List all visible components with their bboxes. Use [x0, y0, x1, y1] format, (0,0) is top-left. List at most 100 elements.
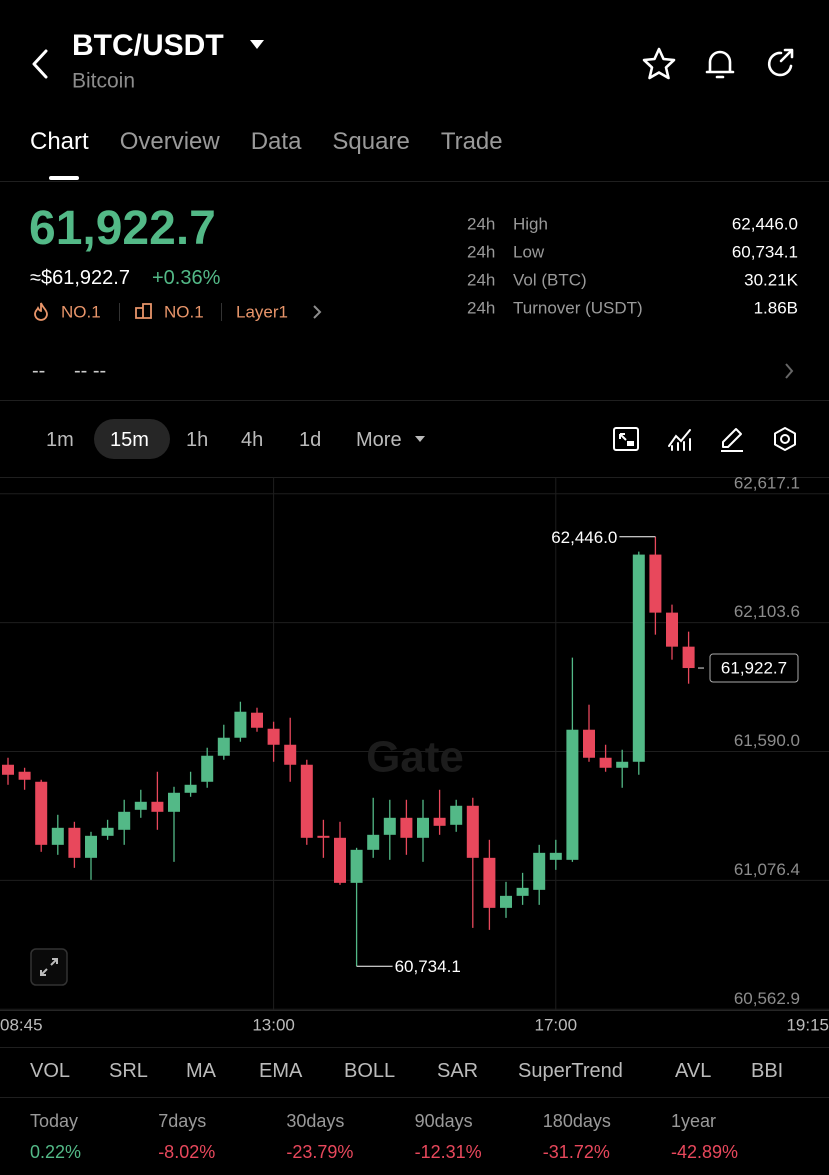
settings-icon[interactable]: [771, 425, 799, 453]
y-tick-label: 61,076.4: [734, 860, 800, 879]
interval[interactable]: 1h: [186, 429, 209, 451]
period-label: 7days: [158, 1111, 207, 1131]
rank-badge: NO.1: [61, 302, 101, 322]
divider: [0, 181, 829, 182]
candle-body: [549, 852, 562, 860]
draw-icon[interactable]: [718, 425, 746, 453]
candle-body: [334, 837, 346, 883]
candle-body: [35, 781, 48, 845]
alert-icon[interactable]: [703, 46, 737, 82]
candle-body: [367, 834, 380, 850]
tab[interactable]: Overview: [119, 128, 220, 155]
interval[interactable]: 1d: [299, 429, 322, 451]
candle-body: [85, 835, 97, 858]
candle-body: [583, 729, 595, 758]
candle-body: [68, 827, 81, 858]
divider: [119, 303, 120, 321]
candle-body: [400, 817, 413, 838]
y-tick-label: 62,617.1: [734, 477, 800, 492]
x-tick-label: 13:00: [252, 1015, 295, 1034]
chevron[interactable]: [311, 303, 323, 321]
indicator[interactable]: EMA: [259, 1060, 303, 1082]
candle-body: [51, 827, 64, 845]
last-price-label: 61,922.7: [721, 659, 787, 678]
candle-body: [300, 764, 313, 838]
candle-body: [168, 792, 180, 812]
candle-body: [383, 817, 396, 835]
period-change: -12.31%: [414, 1142, 482, 1162]
candle-body: [417, 817, 429, 838]
indicator[interactable]: SRL: [109, 1060, 148, 1082]
candle-body: [350, 849, 363, 883]
tab[interactable]: Chart: [30, 128, 89, 155]
indicator[interactable]: SAR: [437, 1060, 479, 1082]
active-tab-indicator: [49, 176, 79, 180]
candle-body: [118, 811, 131, 830]
placeholder: --: [32, 360, 46, 382]
tab-bar: Chart Overview Data Square Trade: [30, 128, 503, 156]
indicator[interactable]: SuperTrend: [518, 1060, 623, 1082]
layout-icon[interactable]: [612, 426, 640, 452]
indicator[interactable]: BBI: [751, 1060, 784, 1082]
interval[interactable]: More: [356, 429, 402, 451]
max-label: 62,446.0: [551, 528, 617, 547]
candle-body: [267, 728, 280, 745]
candle-body: [151, 801, 164, 812]
interval[interactable]: 4h: [241, 429, 264, 451]
stat-value: 62,446.0: [731, 214, 798, 234]
x-tick-label: 19:15: [786, 1015, 829, 1034]
period-label: 180days: [542, 1111, 611, 1131]
candle-body: [666, 612, 678, 647]
symbol-dropdown[interactable]: [248, 38, 266, 52]
fullscreen-button[interactable]: [30, 948, 68, 986]
divider: [0, 400, 829, 401]
tab[interactable]: Trade: [440, 128, 503, 155]
y-tick-label: 60,562.9: [734, 989, 800, 1008]
candle-body: [566, 729, 579, 860]
interval[interactable]: 1m: [46, 429, 74, 451]
indicator-icon[interactable]: [666, 426, 694, 452]
candle-body: [184, 784, 197, 793]
min-label: 60,734.1: [395, 957, 461, 976]
stat-label: Vol (BTC): [513, 270, 587, 290]
more-caret[interactable]: [414, 434, 426, 444]
usd-price: ≈$61,922.7: [30, 267, 130, 289]
symbol[interactable]: BTC/USDT: [72, 29, 224, 62]
indicator[interactable]: VOL: [30, 1060, 71, 1082]
stat-period: 24h: [467, 242, 496, 262]
back-button[interactable]: [28, 48, 52, 80]
period-label: 1year: [671, 1111, 717, 1131]
y-tick-label: 61,590.0: [734, 731, 800, 750]
period-label: 90days: [414, 1111, 473, 1131]
divider: [0, 1047, 829, 1048]
share-icon[interactable]: [763, 46, 799, 82]
divider: [221, 303, 222, 321]
period-change: -31.72%: [542, 1142, 610, 1162]
tab[interactable]: Square: [332, 128, 410, 155]
candle-body: [450, 805, 463, 825]
last-price: 61,922.7: [29, 202, 216, 255]
sector-badge[interactable]: Layer1: [236, 302, 288, 322]
price-change: +0.36%: [152, 267, 221, 289]
indicator[interactable]: BOLL: [344, 1060, 396, 1082]
stat-value: 30.21K: [744, 270, 798, 290]
x-tick-label: 08:45: [0, 1015, 43, 1034]
candlestick-chart: 62,617.1 62,103.6 61,590.0 61,076.4 60,562.9…: [0, 477, 829, 1034]
candle-body: [500, 895, 512, 908]
indicator[interactable]: MA: [186, 1060, 216, 1082]
candle-body: [317, 835, 330, 838]
candle-body: [251, 712, 263, 728]
chevron[interactable]: [783, 361, 795, 381]
candle-body: [2, 764, 14, 775]
coin-name: Bitcoin: [72, 69, 136, 93]
tab[interactable]: Data: [250, 128, 302, 155]
candle-body: [217, 737, 230, 756]
placeholder: -- --: [74, 360, 107, 382]
candle-body: [101, 827, 114, 836]
interval[interactable]: 15m: [110, 429, 149, 451]
indicator[interactable]: AVL: [675, 1060, 712, 1082]
favorite-icon[interactable]: [641, 46, 677, 82]
candle-body: [599, 757, 612, 768]
stat-label: Low: [513, 242, 545, 262]
